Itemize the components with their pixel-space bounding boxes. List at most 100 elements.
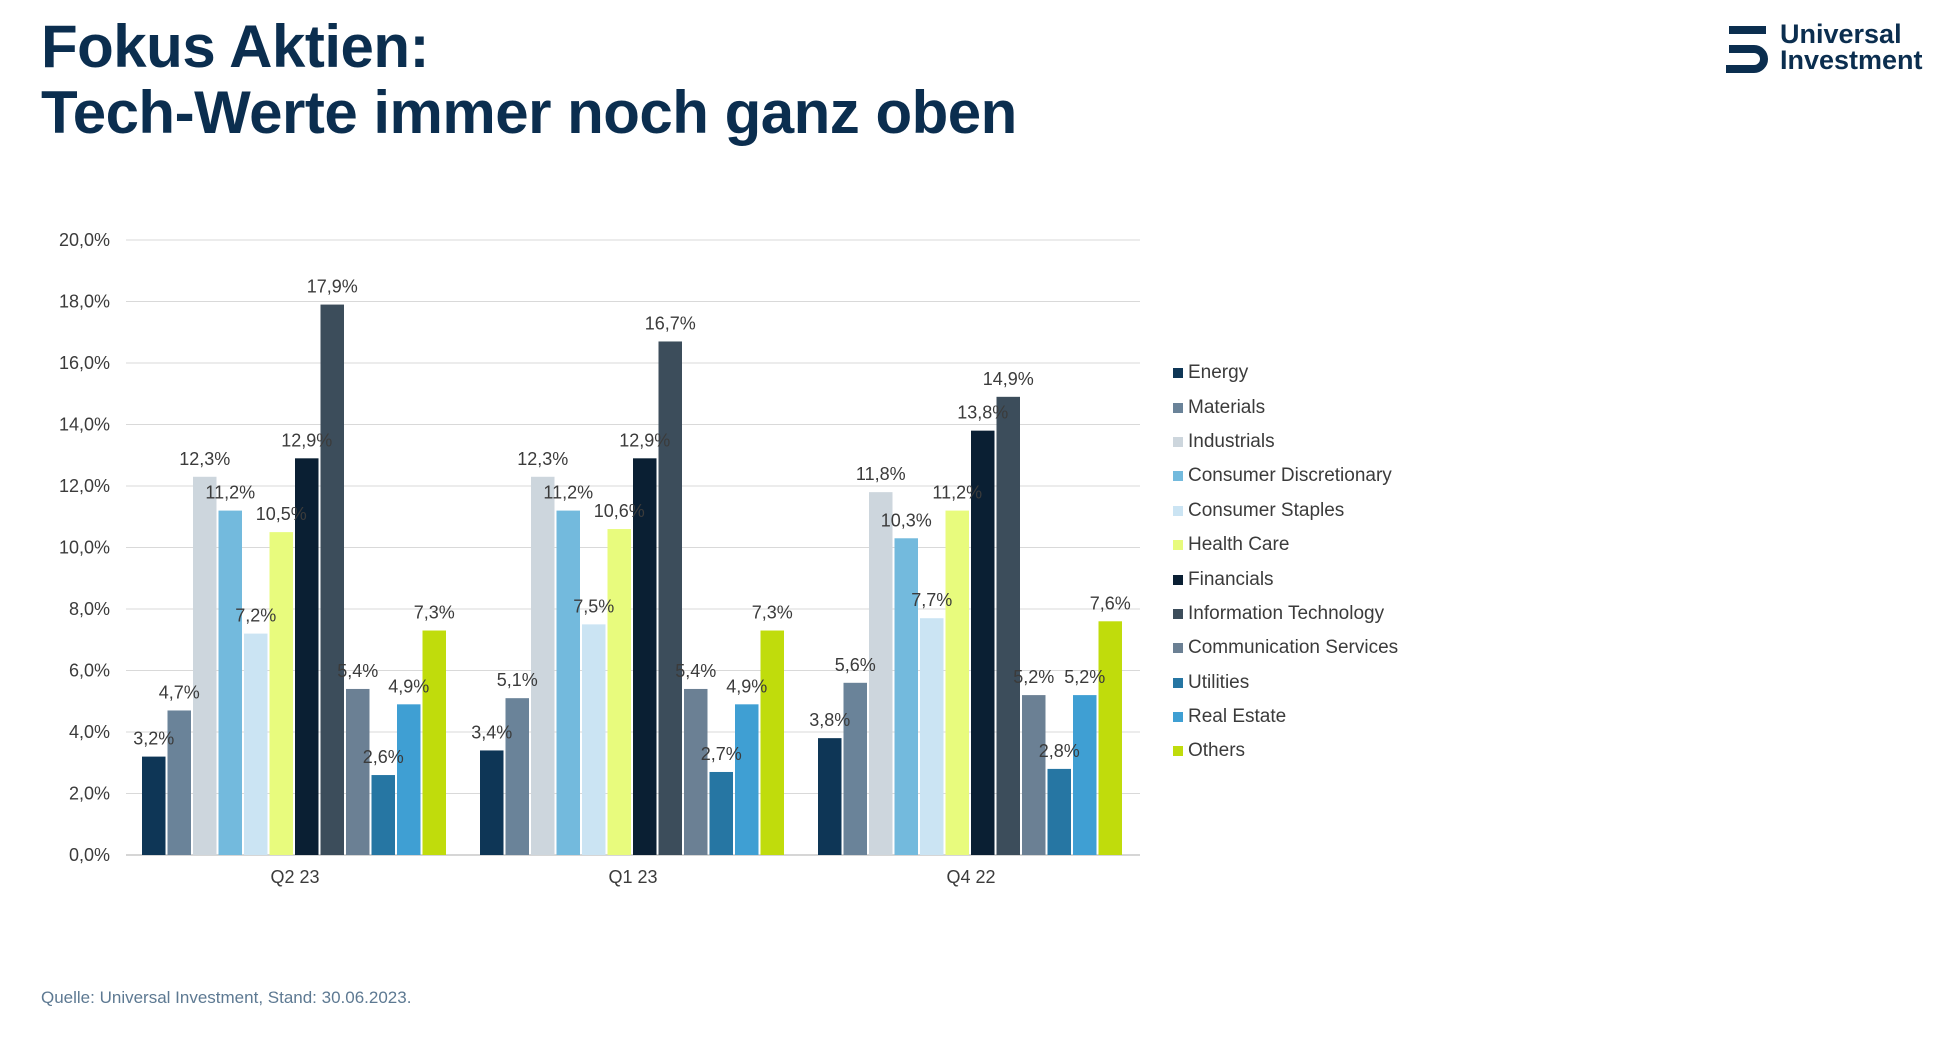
legend-label: Consumer Discretionary bbox=[1188, 465, 1392, 487]
bar-information-technology-q2-23 bbox=[320, 304, 344, 855]
legend-item-industrials: Industrials bbox=[1173, 425, 1398, 459]
page-title-line-2: Tech-Werte immer noch ganz oben bbox=[41, 79, 1017, 146]
bar-real-estate-q2-23 bbox=[397, 704, 421, 855]
data-label-materials-q1-23: 5,1% bbox=[497, 670, 538, 690]
data-label-others-q4-22: 7,6% bbox=[1090, 593, 1131, 613]
legend-label: Information Technology bbox=[1188, 602, 1385, 624]
data-label-consumer-staples-q4-22: 7,7% bbox=[911, 590, 952, 610]
bar-materials-q1-23 bbox=[505, 698, 529, 855]
x-tick-label-q1-23: Q1 23 bbox=[608, 867, 657, 887]
bar-financials-q2-23 bbox=[295, 458, 319, 855]
bar-others-q4-22 bbox=[1098, 621, 1122, 855]
legend-label: Real Estate bbox=[1188, 706, 1287, 728]
data-label-materials-q2-23: 4,7% bbox=[159, 682, 200, 702]
legend-swatch bbox=[1173, 368, 1183, 379]
logo-text-line-1: Universal bbox=[1780, 19, 1902, 49]
legend-swatch bbox=[1173, 574, 1183, 585]
bar-health-care-q4-22 bbox=[945, 510, 969, 855]
data-label-energy-q4-22: 3,8% bbox=[809, 710, 850, 730]
bar-consumer-discretionary-q2-23 bbox=[218, 510, 242, 855]
legend-swatch bbox=[1173, 746, 1183, 757]
bar-utilities-q1-23 bbox=[709, 771, 733, 855]
data-label-communication-services-q2-23: 5,4% bbox=[337, 661, 378, 681]
bar-energy-q2-23 bbox=[142, 756, 166, 855]
bar-utilities-q4-22 bbox=[1047, 768, 1071, 855]
bar-health-care-q1-23 bbox=[607, 529, 631, 855]
x-axis: Q2 23 Q1 23 Q4 22 bbox=[270, 867, 995, 887]
x-tick-label-q4-22: Q4 22 bbox=[946, 867, 995, 887]
y-tick-label: 12,0% bbox=[59, 476, 110, 496]
logo-text: Universal Investment bbox=[1780, 19, 1923, 75]
legend-label: Industrials bbox=[1188, 430, 1275, 452]
data-label-health-care-q4-22: 11,2% bbox=[932, 483, 982, 503]
legend-label: Health Care bbox=[1188, 534, 1290, 556]
data-label-consumer-staples-q2-23: 7,2% bbox=[235, 606, 276, 626]
bar-financials-q4-22 bbox=[971, 430, 995, 855]
bar-real-estate-q4-22 bbox=[1073, 695, 1097, 855]
bar-series-group bbox=[142, 304, 1122, 856]
bar-industrials-q1-23 bbox=[531, 476, 555, 855]
legend-label: Utilities bbox=[1188, 671, 1250, 693]
data-label-consumer-discretionary-q2-23: 11,2% bbox=[205, 483, 255, 503]
legend-item-financials: Financials bbox=[1173, 562, 1398, 596]
data-label-financials-q2-23: 12,9% bbox=[281, 430, 332, 450]
data-label-utilities-q4-22: 2,8% bbox=[1039, 741, 1080, 761]
data-label-consumer-discretionary-q1-23: 11,2% bbox=[543, 483, 593, 503]
legend-item-information-technology: Information Technology bbox=[1173, 597, 1398, 631]
bar-materials-q2-23 bbox=[167, 710, 191, 855]
sector-bar-chart: 0,0% 2,0% 4,0% 6,0% 8,0% 10,0% 12,0% 14,0% 16,0%… bbox=[59, 230, 1140, 887]
bar-communication-services-q2-23 bbox=[346, 688, 370, 855]
data-label-utilities-q1-23: 2,7% bbox=[701, 744, 742, 764]
universal-investment-logo-mark-icon bbox=[1726, 26, 1768, 73]
legend-item-health-care: Health Care bbox=[1173, 528, 1398, 562]
data-label-industrials-q1-23: 12,3% bbox=[517, 449, 568, 469]
data-label-industrials-q4-22: 11,8% bbox=[856, 464, 906, 484]
data-label-industrials-q2-23: 12,3% bbox=[179, 449, 230, 469]
legend-item-consumer-staples: Consumer Staples bbox=[1173, 494, 1398, 528]
legend-label: Consumer Staples bbox=[1188, 499, 1345, 521]
bar-others-q1-23 bbox=[760, 630, 784, 855]
data-label-consumer-discretionary-q4-22: 10,3% bbox=[881, 510, 932, 530]
bar-energy-q4-22 bbox=[818, 738, 842, 855]
bar-consumer-staples-q2-23 bbox=[244, 633, 268, 855]
y-tick-label: 8,0% bbox=[69, 599, 110, 619]
legend-item-consumer-discretionary: Consumer Discretionary bbox=[1173, 459, 1398, 493]
chart-legend: Energy Materials Industrials Consumer Discr… bbox=[1173, 356, 1398, 769]
bar-industrials-q4-22 bbox=[869, 492, 893, 855]
logo-text-line-2: Investment bbox=[1780, 45, 1923, 75]
page-title-line-1: Fokus Aktien: bbox=[41, 13, 429, 80]
bar-real-estate-q1-23 bbox=[735, 704, 759, 855]
legend-swatch bbox=[1173, 505, 1183, 516]
legend-label: Communication Services bbox=[1188, 637, 1399, 659]
legend-item-utilities: Utilities bbox=[1173, 666, 1398, 700]
bar-communication-services-q4-22 bbox=[1022, 695, 1046, 855]
legend-swatch bbox=[1173, 643, 1183, 654]
legend-item-energy: Energy bbox=[1173, 356, 1398, 390]
data-label-health-care-q1-23: 10,6% bbox=[594, 501, 645, 521]
bar-others-q2-23 bbox=[422, 630, 446, 855]
legend-label: Financials bbox=[1188, 568, 1274, 590]
legend-label: Energy bbox=[1188, 362, 1249, 384]
bar-information-technology-q4-22 bbox=[996, 396, 1020, 855]
legend-swatch bbox=[1173, 402, 1183, 413]
bar-health-care-q2-23 bbox=[269, 532, 293, 855]
data-label-real-estate-q1-23: 4,9% bbox=[726, 676, 767, 696]
legend-swatch bbox=[1173, 608, 1183, 619]
legend-swatch bbox=[1173, 436, 1183, 447]
y-tick-label: 14,0% bbox=[59, 415, 110, 435]
y-axis: 0,0% 2,0% 4,0% 6,0% 8,0% 10,0% 12,0% 14,0% 16,0%… bbox=[59, 230, 110, 865]
data-label-others-q2-23: 7,3% bbox=[414, 603, 455, 623]
bar-consumer-staples-q1-23 bbox=[582, 624, 606, 855]
data-label-real-estate-q2-23: 4,9% bbox=[388, 676, 429, 696]
y-tick-label: 10,0% bbox=[59, 538, 110, 558]
legend-item-real-estate: Real Estate bbox=[1173, 700, 1398, 734]
data-label-consumer-staples-q1-23: 7,5% bbox=[573, 596, 614, 616]
data-label-information-technology-q1-23: 16,7% bbox=[645, 313, 696, 333]
data-label-group: 3,2% 4,7% 12,3% 11,2% 7,2% 10,5% 12,9% 17,9% 5,4… bbox=[133, 277, 1131, 767]
bar-energy-q1-23 bbox=[480, 750, 504, 855]
data-label-financials-q1-23: 12,9% bbox=[619, 430, 670, 450]
legend-item-communication-services: Communication Services bbox=[1173, 631, 1398, 665]
bar-financials-q1-23 bbox=[633, 458, 657, 855]
legend-item-others: Others bbox=[1173, 734, 1398, 768]
data-label-communication-services-q4-22: 5,2% bbox=[1013, 667, 1054, 687]
